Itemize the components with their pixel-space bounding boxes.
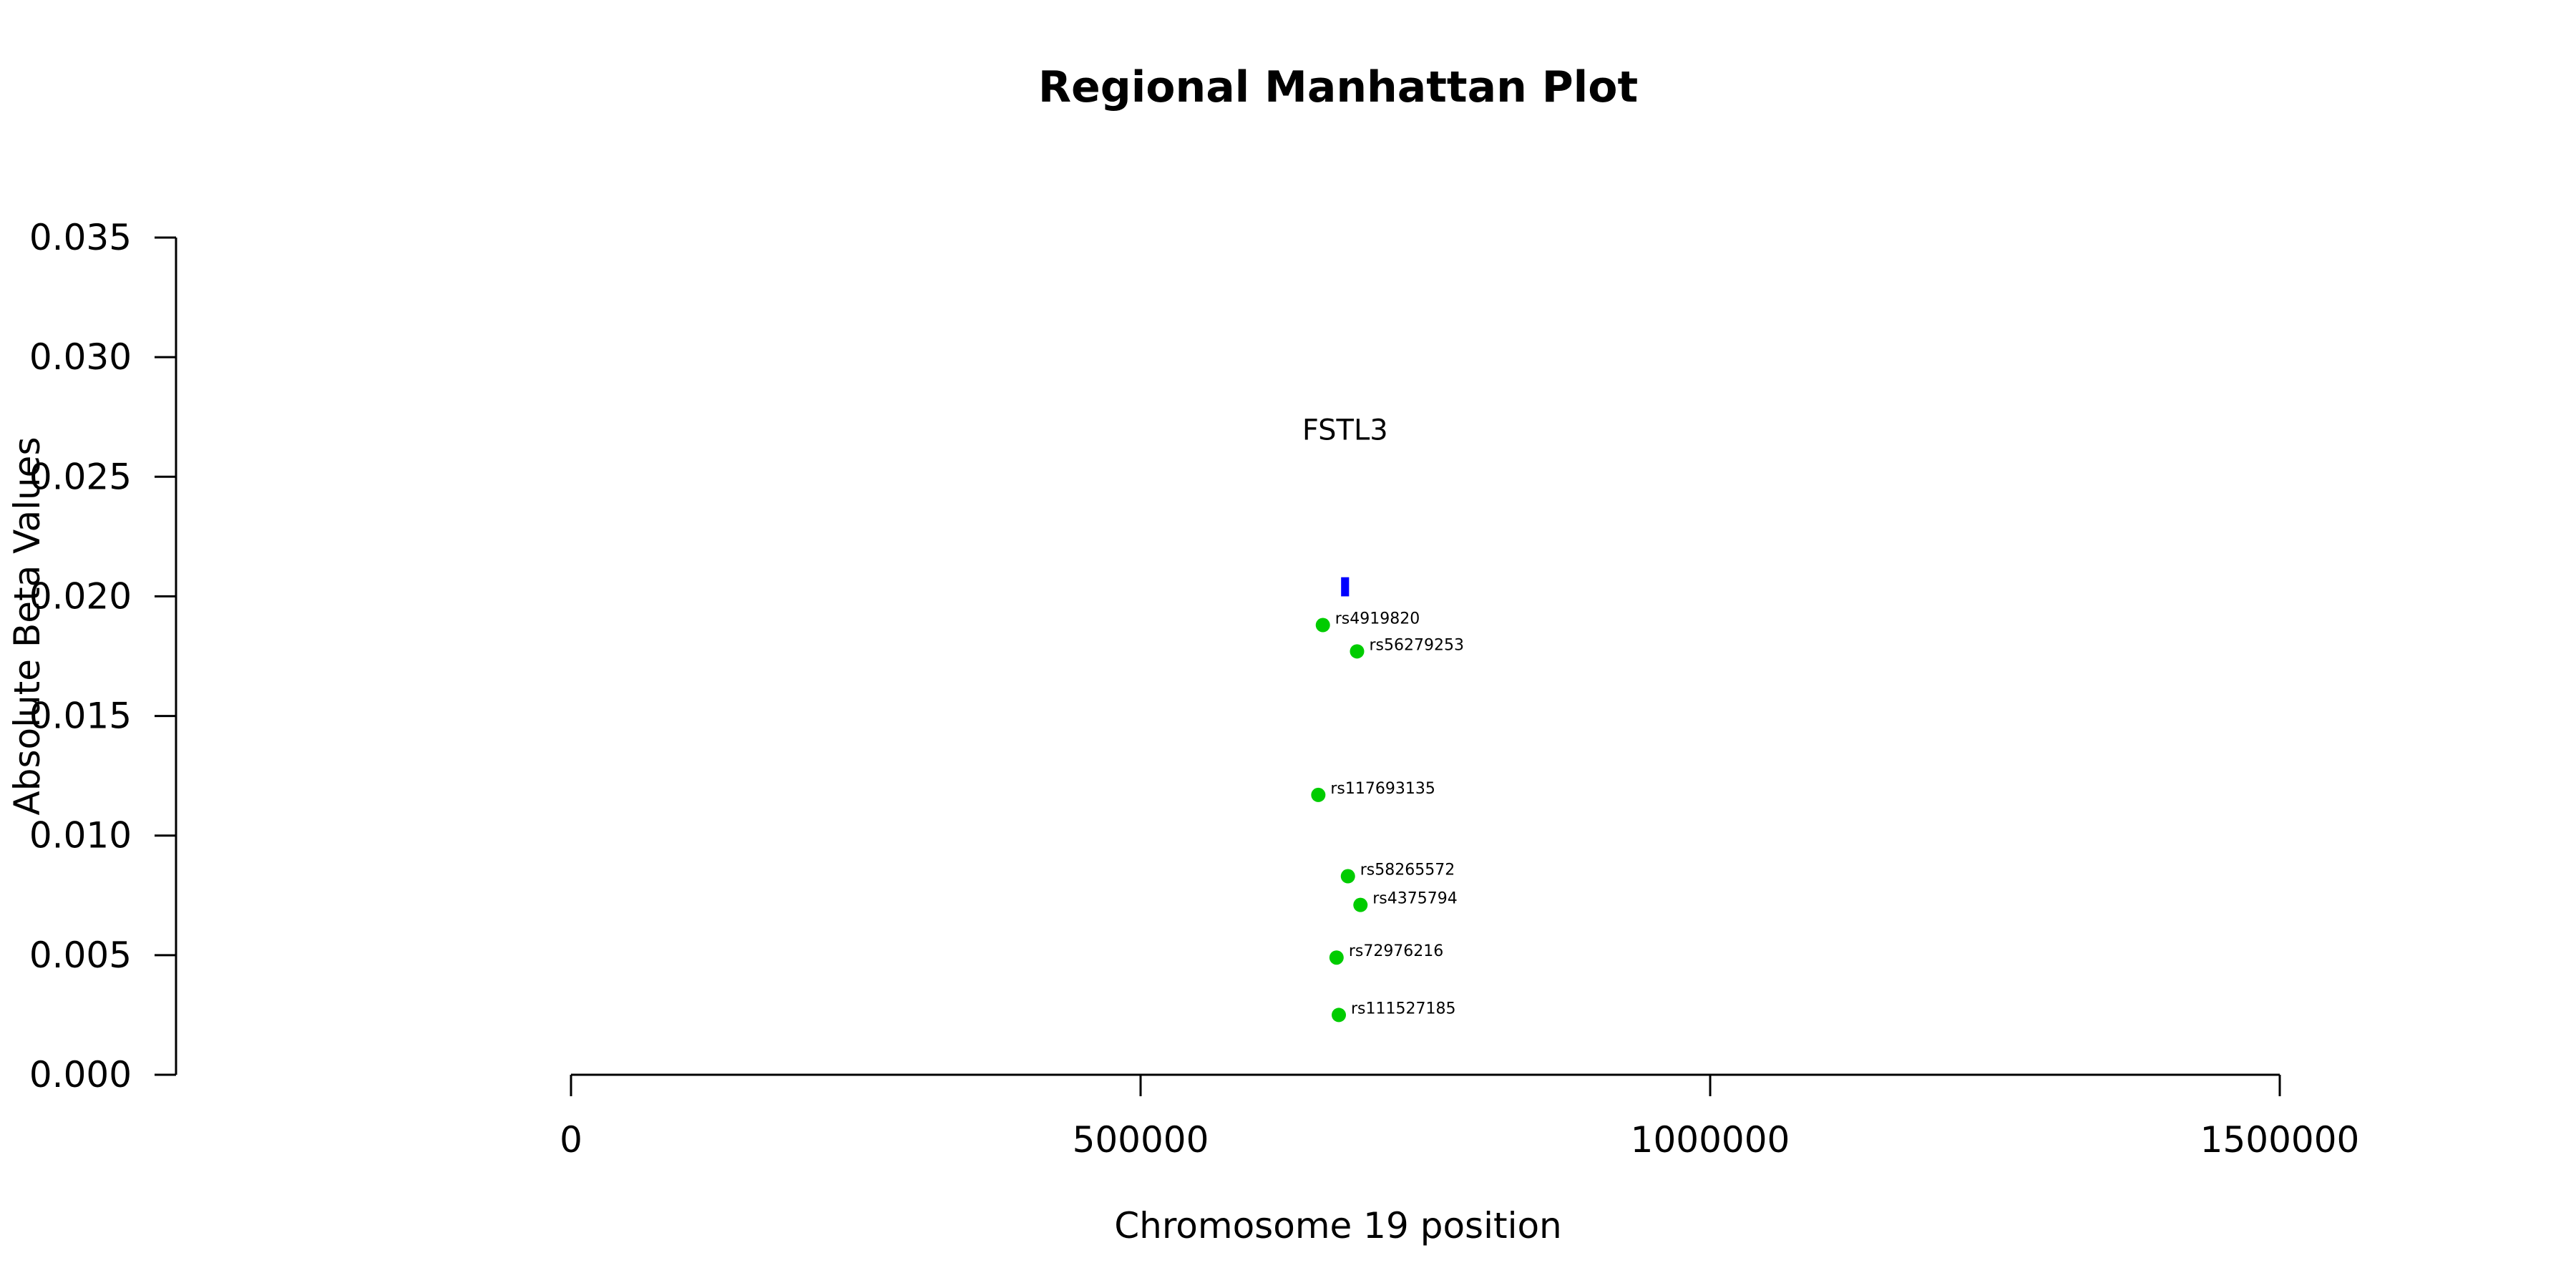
gene-layer: FSTL3 <box>1302 414 1388 597</box>
snp-label: rs56279253 <box>1369 636 1463 654</box>
snp-label: rs4919820 <box>1335 610 1420 628</box>
snp-point <box>1311 787 1326 802</box>
gene-bar-fstl3 <box>1341 577 1350 597</box>
y-tick-label: 0.010 <box>29 815 132 857</box>
x-axis: 0 500000 1000000 1500000 <box>560 1073 2360 1161</box>
x-tick-label: 1000000 <box>1631 1119 1790 1161</box>
x-tick-label: 500000 <box>1073 1119 1209 1161</box>
snp-points: rs4919820 rs56279253 rs117693135 rs58265572… <box>1311 610 1464 1023</box>
snp-label: rs117693135 <box>1330 780 1435 798</box>
y-tick-label: 0.000 <box>29 1054 132 1096</box>
y-tick-label: 0.030 <box>29 336 132 378</box>
snp-point <box>1329 950 1344 965</box>
x-axis-label: Chromosome 19 position <box>1114 1205 1562 1246</box>
snp-point <box>1353 897 1368 912</box>
y-tick-label: 0.015 <box>29 696 132 737</box>
x-tick-label: 1500000 <box>2200 1119 2360 1161</box>
snp-label: rs72976216 <box>1349 942 1443 960</box>
snp-label: rs111527185 <box>1351 1000 1455 1018</box>
chart-title: Regional Manhattan Plot <box>1038 62 1638 112</box>
y-tick-label: 0.035 <box>29 217 132 258</box>
y-axis-label: Absolute Beta Values <box>6 437 48 816</box>
snp-point <box>1340 869 1355 884</box>
snp-point <box>1332 1008 1347 1023</box>
snp-point <box>1350 644 1365 659</box>
y-axis: 0.000 0.005 0.010 0.015 0.020 0.025 0.030 0.035 <box>29 217 177 1096</box>
snp-point <box>1315 618 1330 633</box>
y-tick-label: 0.025 <box>29 456 132 497</box>
gene-label: FSTL3 <box>1302 414 1388 447</box>
y-tick-label: 0.005 <box>29 935 132 976</box>
x-tick-label: 0 <box>560 1119 582 1161</box>
snp-label: rs58265572 <box>1360 862 1455 879</box>
snp-label: rs4375794 <box>1372 890 1458 908</box>
y-tick-label: 0.020 <box>29 575 132 617</box>
